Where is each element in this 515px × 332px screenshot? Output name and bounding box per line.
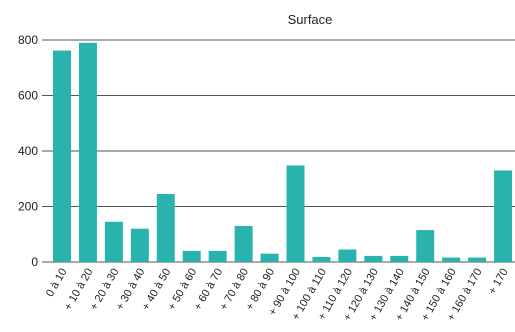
x-axis-ticks: 0 à 10+ 10 à 20+ 20 à 30+ 30 à 40+ 40 à … [44, 266, 511, 323]
bar-5 [182, 250, 201, 262]
y-tick-label: 400 [18, 144, 38, 158]
grid-lines [42, 39, 515, 263]
bar-9 [286, 165, 305, 262]
bars [53, 42, 513, 263]
bar-15 [442, 257, 461, 262]
bar-3 [130, 228, 149, 262]
bar-10 [312, 257, 331, 262]
bar-7 [234, 225, 253, 262]
bar-11 [338, 249, 357, 262]
bar-14 [416, 230, 435, 262]
x-tick-label: + 170 [486, 267, 510, 297]
bar-12 [364, 255, 383, 262]
bar-1 [78, 42, 97, 263]
y-axis-ticks: 0 200 400 600 800 [18, 33, 38, 269]
y-tick-label: 0 [31, 255, 38, 269]
bar-16 [468, 257, 487, 262]
bar-2 [104, 221, 123, 262]
y-tick-label: 200 [18, 200, 38, 214]
bar-0 [53, 50, 71, 262]
bar-6 [208, 250, 227, 262]
bar-8 [260, 253, 279, 262]
bar-17 [494, 170, 513, 262]
bar-4 [156, 194, 175, 262]
x-tick-label: 0 à 10 [44, 267, 70, 299]
chart-title: Surface [288, 12, 333, 27]
y-tick-label: 800 [18, 33, 38, 47]
y-tick-label: 600 [18, 89, 38, 103]
bar-13 [390, 255, 409, 262]
